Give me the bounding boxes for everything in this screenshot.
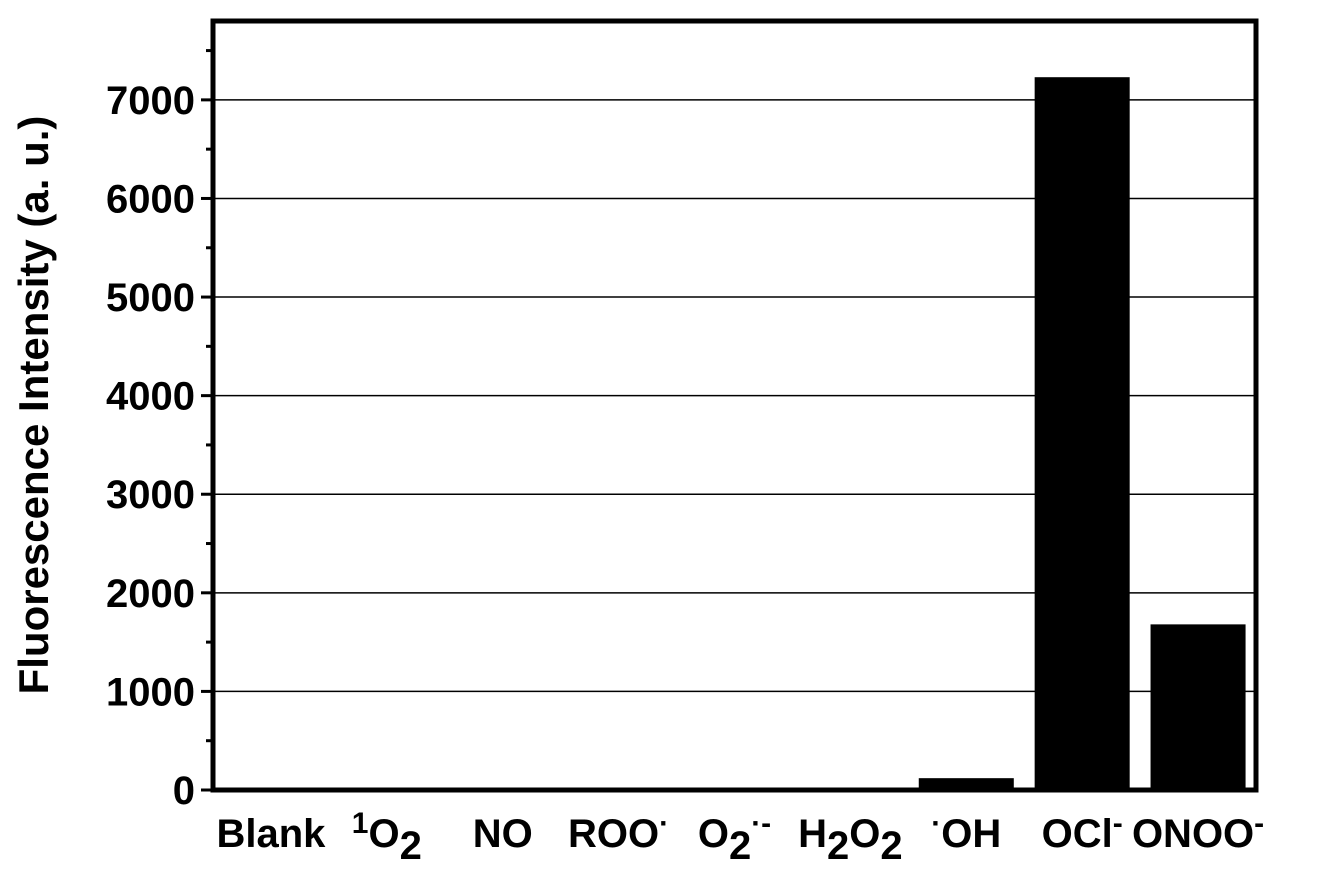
y-tick-label: 4000	[106, 375, 195, 419]
x-tick-label: ·OH	[931, 807, 1001, 856]
x-tick-label: 1O2	[352, 807, 422, 868]
y-axis-ticks: 0 1000 2000 3000 4000 5000 6000 7000	[106, 49, 213, 813]
bars	[918, 77, 1246, 790]
x-tick-label: OCl-	[1042, 807, 1123, 856]
y-axis-title: Fluorescence Intensity (a. u.)	[10, 116, 57, 695]
y-tick-label: 0	[173, 769, 195, 813]
x-tick-label: ONOO-	[1132, 807, 1264, 856]
y-tick-label: 7000	[106, 79, 195, 123]
gridlines	[213, 99, 1256, 693]
x-tick-label: ROO·	[568, 807, 669, 856]
y-tick-label: 6000	[106, 177, 195, 221]
y-tick-label: 2000	[106, 572, 195, 616]
x-tick-label: H2O2	[798, 812, 903, 868]
y-tick-label: 3000	[106, 473, 195, 517]
x-tick-label: NO	[473, 812, 533, 856]
y-tick-label: 5000	[106, 276, 195, 320]
bar	[918, 778, 1014, 790]
x-axis-labels: Blank 1O2 NO ROO· O2·- H2O2 ·OH OCl- ONOO-	[216, 807, 1264, 868]
bar	[1034, 77, 1130, 790]
bar	[1150, 624, 1246, 790]
x-tick-label: Blank	[216, 812, 326, 856]
plot-frame	[210, 18, 1259, 793]
y-tick-label: 1000	[106, 670, 195, 714]
x-tick-label: O2·-	[698, 807, 771, 868]
